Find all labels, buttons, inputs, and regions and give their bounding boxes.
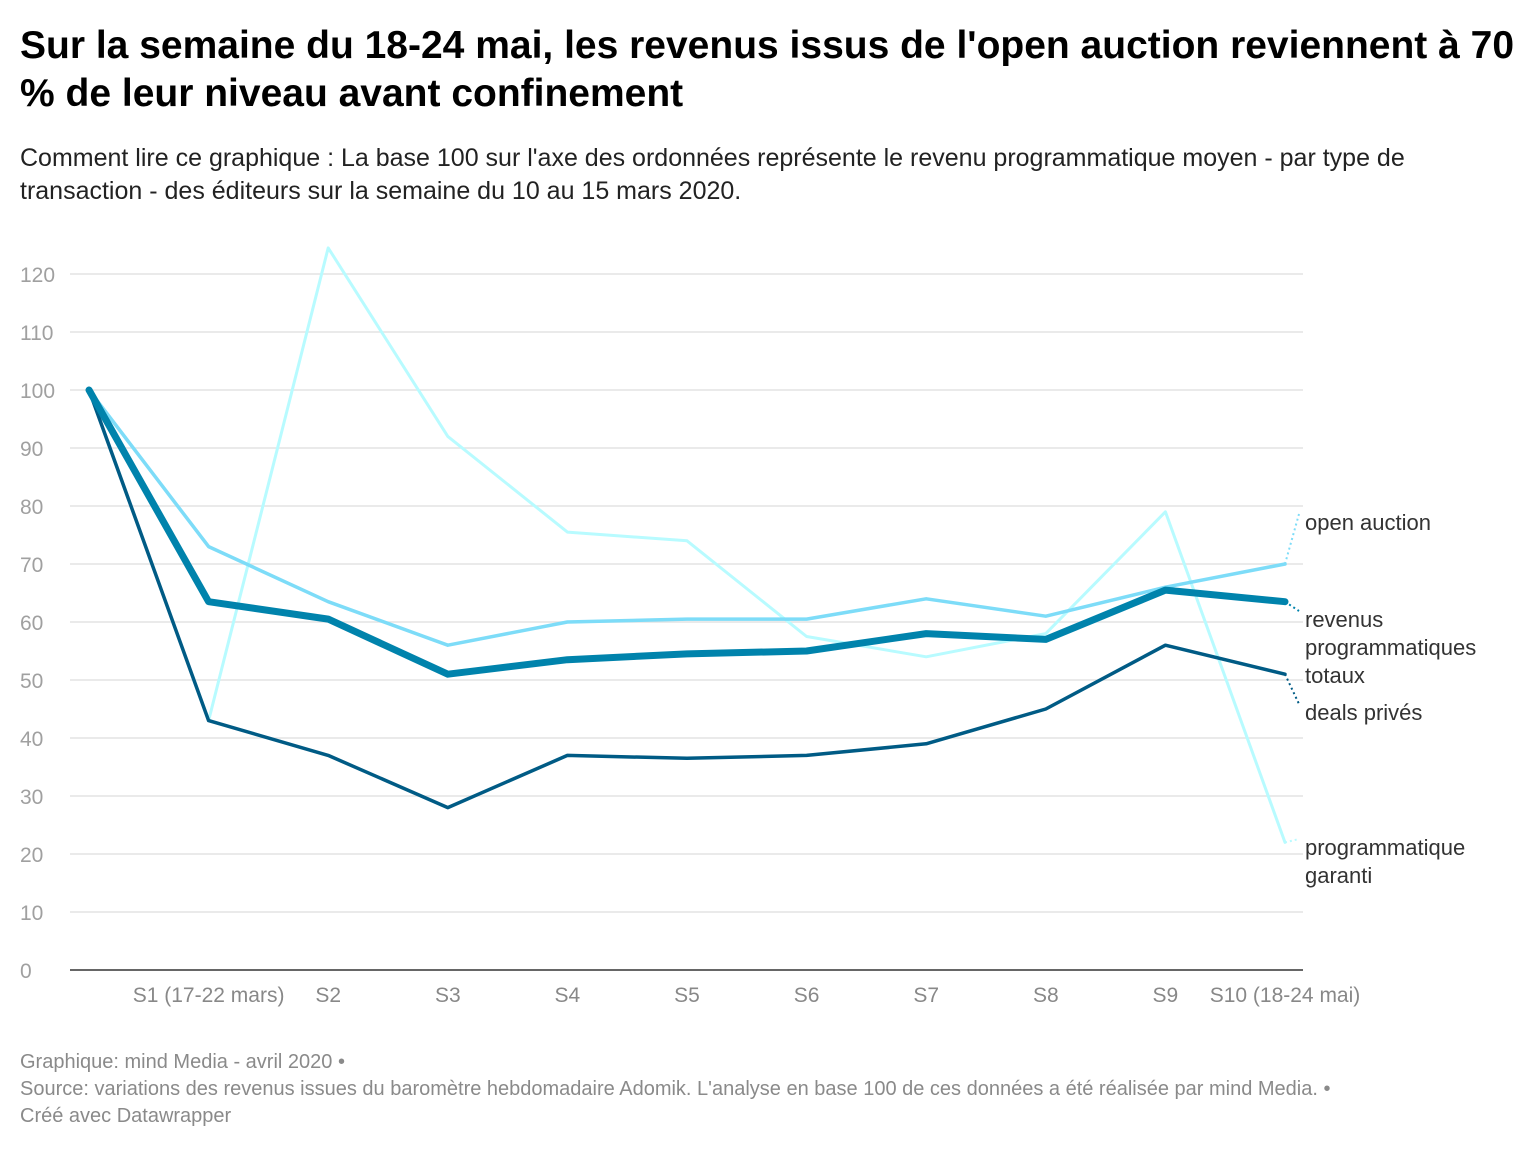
series-label: revenus <box>1305 607 1383 632</box>
y-tick-label: 100 <box>20 380 55 403</box>
x-tick-label: S4 <box>555 984 581 1007</box>
label-connector <box>1284 838 1300 844</box>
series-line <box>87 388 1287 810</box>
chart-footer: Graphique: mind Media - avril 2020 • Sou… <box>20 1049 1520 1130</box>
y-tick-label: 40 <box>20 728 43 751</box>
series-label: programmatiques <box>1305 635 1476 660</box>
x-tick-label: S7 <box>913 984 939 1007</box>
x-tick-label: S5 <box>674 984 700 1007</box>
x-tick-label: S10 (18-24 mai) <box>1210 984 1361 1007</box>
y-tick-label: 30 <box>20 786 43 809</box>
label-connector <box>1284 673 1300 705</box>
x-tick-label: S6 <box>794 984 820 1007</box>
series-label: garanti <box>1305 863 1372 888</box>
y-tick-label: 20 <box>20 844 43 867</box>
x-tick-label: S3 <box>435 984 461 1007</box>
series-line <box>85 386 1289 678</box>
y-tick-label: 120 <box>20 264 55 287</box>
footer-source: Source: variations des revenus issues du… <box>20 1078 1331 1100</box>
series-labels: programmatique garanti open auction deals p… <box>1284 510 1476 888</box>
footer-credit: Graphique: mind Media - avril 2020 • <box>20 1051 345 1073</box>
footer-created-with: Créé avec Datawrapper <box>20 1105 232 1127</box>
chart-subtitle: Comment lire ce graphique : La base 100 … <box>20 144 1405 205</box>
y-tick-label: 10 <box>20 902 43 925</box>
x-axis-ticks: S1 (17-22 mars) S2 S3 S4 S5 S6 S7 S8 S9 S10 (18-2… <box>133 984 1361 1007</box>
series-label: open auction <box>1305 510 1431 535</box>
line-chart: 0 10 20 30 40 50 60 70 80 90 100 110 120 S1 (17-22 m… <box>20 246 1476 1007</box>
x-tick-label: S8 <box>1033 984 1059 1007</box>
x-tick-label: S9 <box>1153 984 1179 1007</box>
series-label: deals privés <box>1305 700 1422 725</box>
series-line <box>87 246 1287 844</box>
x-tick-label: S2 <box>315 984 341 1007</box>
gridlines <box>70 273 1303 971</box>
y-tick-label: 90 <box>20 438 43 461</box>
label-connector <box>1284 513 1300 565</box>
y-tick-label: 60 <box>20 612 43 635</box>
chart-title: Sur la semaine du 18-24 mai, les revenus… <box>20 24 1515 115</box>
y-tick-label: 0 <box>20 960 32 983</box>
series-line <box>87 388 1287 647</box>
series-label: programmatique <box>1305 835 1465 860</box>
series-label: totaux <box>1305 663 1365 688</box>
y-tick-label: 80 <box>20 496 43 519</box>
y-tick-label: 70 <box>20 554 43 577</box>
y-axis-ticks: 0 10 20 30 40 50 60 70 80 90 100 110 120 <box>20 264 55 983</box>
y-tick-label: 50 <box>20 670 43 693</box>
y-tick-label: 110 <box>20 322 53 345</box>
x-tick-label: S1 (17-22 mars) <box>133 984 285 1007</box>
series-lines <box>85 246 1289 844</box>
